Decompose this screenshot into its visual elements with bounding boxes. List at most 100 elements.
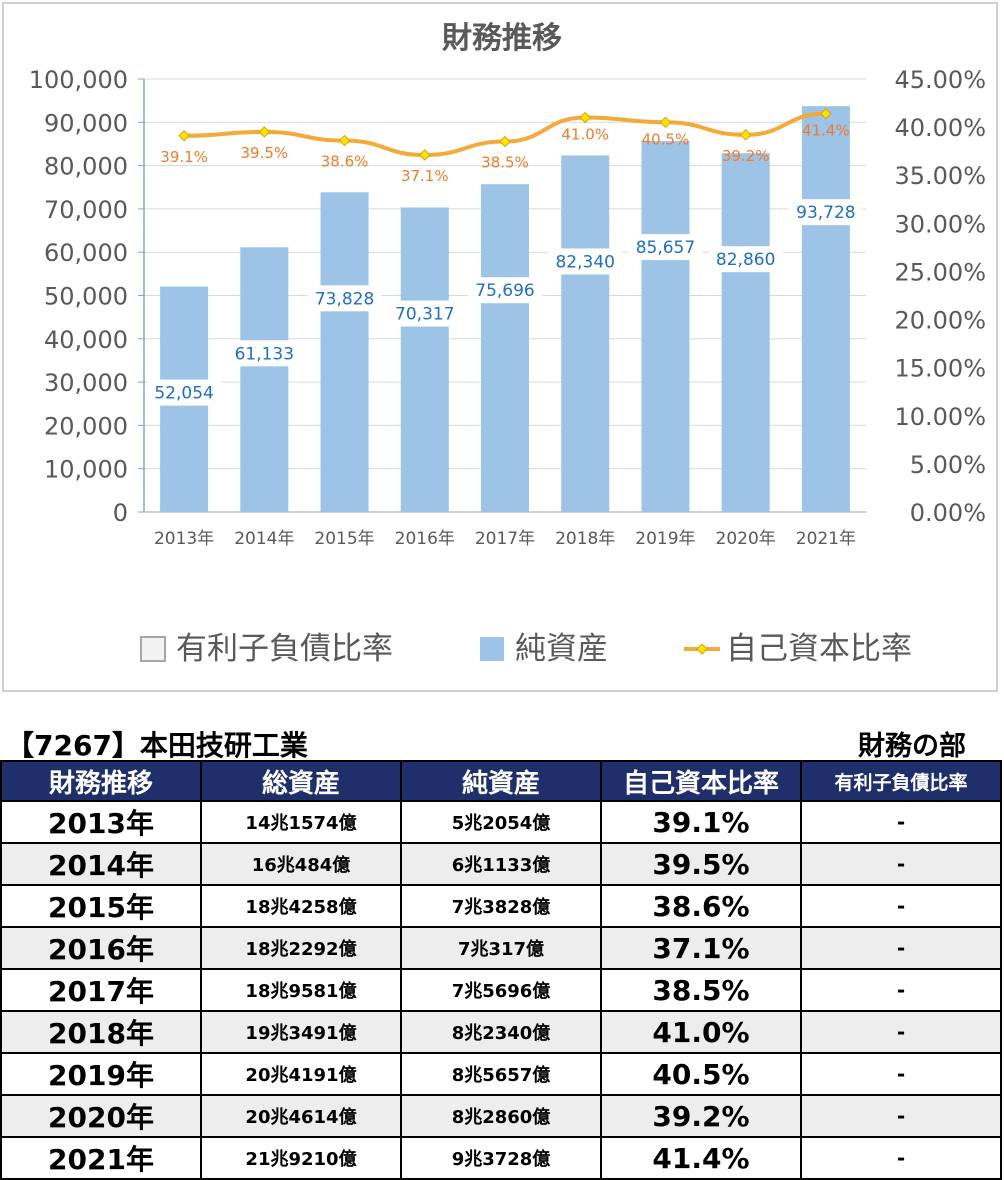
y-right-tick-label: 40.00% bbox=[894, 114, 986, 142]
x-tick-label: 2017年 bbox=[475, 529, 535, 549]
line-data-label: 39.5% bbox=[241, 144, 289, 162]
section-label: 財務の部 bbox=[858, 731, 966, 762]
bar bbox=[641, 141, 690, 512]
row-debt-ratio: - bbox=[800, 968, 1002, 1012]
row-equity-ratio: 38.5% bbox=[600, 968, 802, 1012]
y-left-tick-label: 20,000 bbox=[44, 412, 128, 440]
row-total-assets: 18兆4258億 bbox=[200, 884, 402, 928]
bar-data-label: 70,317 bbox=[395, 305, 454, 325]
header-total-assets: 総資産 bbox=[200, 760, 402, 802]
table-row: 2019年 20兆4191億 8兆5657億 40.5% - bbox=[0, 1052, 1002, 1096]
y-left-tick-label: 50,000 bbox=[44, 283, 128, 311]
row-equity-ratio: 39.5% bbox=[600, 842, 802, 886]
line-point bbox=[820, 107, 832, 120]
row-equity-ratio: 38.6% bbox=[600, 884, 802, 928]
y-left-tick-label: 40,000 bbox=[44, 326, 128, 354]
legend-label-equity-ratio: 自己資本比率 bbox=[726, 631, 912, 667]
bar bbox=[240, 247, 289, 512]
row-equity-ratio: 40.5% bbox=[600, 1052, 802, 1096]
bar bbox=[320, 192, 369, 512]
table-row: 2021年 21兆9210億 9兆3728億 41.4% - bbox=[0, 1136, 1002, 1180]
table-row: 2020年 20兆4614億 8兆2860億 39.2% - bbox=[0, 1094, 1002, 1138]
row-equity-ratio: 37.1% bbox=[600, 926, 802, 970]
y-left-tick-label: 0 bbox=[113, 499, 128, 527]
header-equity-ratio: 自己資本比率 bbox=[600, 760, 802, 802]
row-debt-ratio: - bbox=[800, 884, 1002, 928]
bar-data-label: 75,696 bbox=[475, 281, 534, 301]
bar-data-label: 61,133 bbox=[235, 344, 294, 364]
finance-table-section: 【7267】本田技研工業 財務の部 財務推移 総資産 純資産 自己資本比率 有利… bbox=[0, 722, 1004, 1180]
table-row: 2015年 18兆4258億 7兆3828億 38.6% - bbox=[0, 884, 1002, 928]
row-year: 2019年 bbox=[0, 1052, 202, 1096]
row-net-assets: 9兆3728億 bbox=[400, 1136, 602, 1180]
bar-label-bg bbox=[468, 277, 542, 304]
row-equity-ratio: 41.0% bbox=[600, 1010, 802, 1054]
line-data-label: 40.5% bbox=[642, 130, 690, 148]
row-equity-ratio: 39.2% bbox=[600, 1094, 802, 1138]
bar-data-label: 82,860 bbox=[716, 250, 775, 270]
y-right-tick-label: 30.00% bbox=[894, 210, 986, 238]
legend-swatch-net-assets bbox=[480, 637, 504, 661]
bar-label-bg bbox=[548, 248, 623, 275]
row-debt-ratio: - bbox=[800, 1094, 1002, 1138]
x-tick-label: 2021年 bbox=[796, 529, 856, 549]
x-tick-label: 2014年 bbox=[234, 529, 294, 549]
row-equity-ratio: 41.4% bbox=[600, 1136, 802, 1180]
row-total-assets: 16兆484億 bbox=[200, 842, 402, 886]
row-total-assets: 19兆3491億 bbox=[200, 1010, 402, 1054]
row-total-assets: 14兆1574億 bbox=[200, 800, 402, 844]
row-year: 2020年 bbox=[0, 1094, 202, 1138]
bar bbox=[561, 155, 610, 512]
table-row: 2016年 18兆2292億 7兆317億 37.1% - bbox=[0, 926, 1002, 970]
x-tick-label: 2018年 bbox=[555, 529, 615, 549]
row-year: 2017年 bbox=[0, 968, 202, 1012]
chart-panel: 財務推移 0 10,000 20,000 30,000 40,000 50,000 60,00… bbox=[2, 2, 998, 692]
y-right-tick-label: 10.00% bbox=[894, 403, 986, 431]
bar-data-label: 82,340 bbox=[555, 252, 614, 272]
row-total-assets: 20兆4614億 bbox=[200, 1094, 402, 1138]
row-debt-ratio: - bbox=[800, 1136, 1002, 1180]
row-debt-ratio: - bbox=[800, 1052, 1002, 1096]
legend-label-net-assets: 純資産 bbox=[515, 631, 608, 667]
header-year: 財務推移 bbox=[0, 760, 202, 802]
row-year: 2014年 bbox=[0, 842, 202, 886]
bar-data-label: 85,657 bbox=[636, 238, 695, 258]
y-right-tick-label: 25.00% bbox=[894, 258, 986, 286]
y-right-tick-label: 15.00% bbox=[894, 355, 986, 383]
bar-data-label: 52,054 bbox=[154, 384, 213, 404]
table-row: 2018年 19兆3491億 8兆2340億 41.0% - bbox=[0, 1010, 1002, 1054]
row-total-assets: 18兆9581億 bbox=[200, 968, 402, 1012]
row-net-assets: 7兆3828億 bbox=[400, 884, 602, 928]
row-year: 2015年 bbox=[0, 884, 202, 928]
row-net-assets: 8兆2340億 bbox=[400, 1010, 602, 1054]
row-debt-ratio: - bbox=[800, 926, 1002, 970]
line-point bbox=[338, 134, 351, 147]
row-net-assets: 8兆5657億 bbox=[400, 1052, 602, 1096]
y-right-tick-label: 45.00% bbox=[894, 66, 986, 94]
y-left-tick-label: 60,000 bbox=[44, 239, 128, 267]
bar bbox=[400, 207, 449, 512]
row-net-assets: 5兆2054億 bbox=[400, 800, 602, 844]
bar-data-label: 93,728 bbox=[796, 203, 855, 223]
finance-chart: 財務推移 0 10,000 20,000 30,000 40,000 50,000 60,00… bbox=[29, 21, 986, 667]
row-debt-ratio: - bbox=[800, 800, 1002, 844]
line-data-label: 39.1% bbox=[160, 148, 208, 166]
table-row: 2017年 18兆9581億 7兆5696億 38.5% - bbox=[0, 968, 1002, 1012]
row-total-assets: 20兆4191億 bbox=[200, 1052, 402, 1096]
line-point bbox=[258, 126, 271, 138]
table-header-row: 財務推移 総資産 純資産 自己資本比率 有利子負債比率 bbox=[0, 760, 1002, 802]
line-point bbox=[579, 111, 591, 124]
y-right-tick-label: 35.00% bbox=[894, 162, 986, 190]
y-left-tick-label: 90,000 bbox=[44, 109, 128, 137]
bar bbox=[721, 153, 770, 513]
row-total-assets: 21兆9210億 bbox=[200, 1136, 402, 1180]
y-left-tick-label: 100,000 bbox=[29, 66, 128, 94]
row-net-assets: 6兆1133億 bbox=[400, 842, 602, 886]
bar-label-bg bbox=[227, 340, 302, 367]
line-data-label: 37.1% bbox=[401, 167, 449, 185]
legend-swatch-debt-ratio bbox=[140, 636, 166, 662]
row-debt-ratio: - bbox=[800, 842, 1002, 886]
header-debt-ratio: 有利子負債比率 bbox=[800, 760, 1002, 802]
row-total-assets: 18兆2292億 bbox=[200, 926, 402, 970]
legend-marker-equity-ratio bbox=[696, 643, 708, 655]
